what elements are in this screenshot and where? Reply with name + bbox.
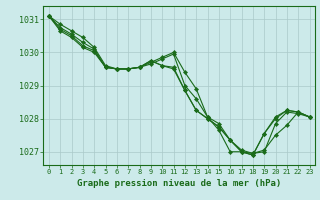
X-axis label: Graphe pression niveau de la mer (hPa): Graphe pression niveau de la mer (hPa): [77, 179, 281, 188]
